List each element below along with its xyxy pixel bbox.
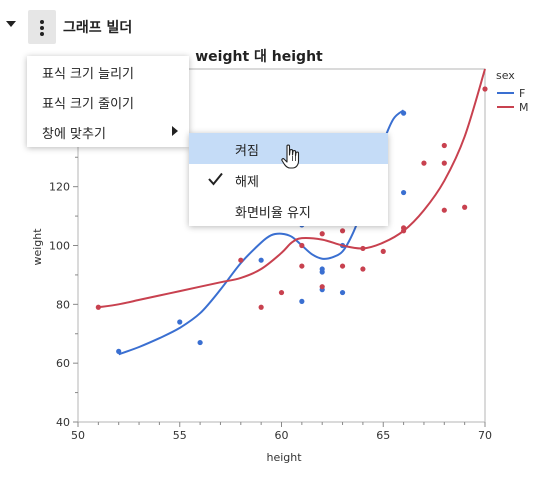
kebab-menu-icon [40, 20, 44, 24]
data-point[interactable] [462, 204, 468, 210]
menu-item-label: 표식 크기 줄이기 [42, 97, 134, 112]
x-tick-label: 55 [173, 429, 187, 442]
data-point[interactable] [258, 257, 264, 263]
data-point[interactable] [258, 304, 264, 310]
legend-label-m: M [519, 101, 529, 114]
data-point[interactable] [116, 348, 122, 354]
chart-title: weight 대 height [195, 49, 323, 65]
smoother-line-m [98, 68, 486, 309]
legend-title: sex [496, 69, 515, 82]
data-point[interactable] [401, 110, 407, 116]
data-point[interactable] [360, 266, 366, 272]
data-point[interactable] [421, 160, 427, 166]
x-tick-label: 70 [478, 429, 492, 442]
data-point[interactable] [299, 242, 305, 249]
data-point[interactable] [441, 142, 447, 149]
submenu-arrow-icon [172, 126, 178, 136]
legend-label-f: F [519, 87, 525, 100]
y-tick-label: 80 [56, 298, 70, 311]
data-point[interactable] [278, 289, 285, 296]
menu-item-label: 표식 크기 늘리기 [42, 67, 134, 82]
y-axis: 406080100120140 [49, 97, 78, 429]
menu-item-label: 창에 맞추기 [42, 127, 106, 142]
x-tick-label: 50 [71, 429, 85, 442]
data-point[interactable] [238, 257, 244, 263]
y-axis-label: weight [31, 228, 44, 266]
menu-item-increase-marker-size[interactable]: 표식 크기 늘리기 [27, 56, 189, 86]
kebab-menu-button[interactable] [28, 10, 56, 44]
submenu-item-keep-aspect-ratio[interactable]: 화면비율 유지 [189, 195, 388, 226]
y-tick-label: 60 [56, 357, 70, 370]
data-point[interactable] [380, 248, 386, 254]
data-point[interactable] [401, 189, 407, 196]
data-point[interactable] [339, 289, 346, 296]
data-point[interactable] [177, 319, 183, 325]
data-point[interactable] [299, 298, 305, 304]
y-tick-label: 100 [49, 240, 70, 253]
data-point[interactable] [299, 263, 305, 269]
x-axis-label: height [266, 451, 302, 464]
menu-item-decrease-marker-size[interactable]: 표식 크기 줄이기 [27, 86, 189, 116]
submenu-item-off[interactable]: 해제 [189, 164, 388, 195]
data-point[interactable] [339, 263, 346, 269]
x-axis: 50 55 60 65 70 [71, 422, 492, 442]
data-point[interactable] [197, 339, 203, 346]
data-point[interactable] [95, 304, 101, 310]
data-point[interactable] [319, 284, 325, 290]
triangle-down-icon[interactable] [6, 21, 16, 27]
submenu-item-label: 켜짐 [235, 144, 259, 159]
data-point[interactable] [360, 245, 366, 252]
x-tick-label: 65 [376, 429, 390, 442]
menu-item-fit-to-window[interactable]: 창에 맞추기 [27, 116, 189, 146]
data-point[interactable] [401, 228, 407, 234]
data-point[interactable] [319, 231, 325, 237]
kebab-menu-icon [40, 32, 44, 36]
data-point[interactable] [339, 228, 346, 234]
hand-cursor-icon [281, 144, 300, 169]
header-title: 그래프 빌더 [63, 20, 133, 36]
data-point[interactable] [441, 160, 447, 166]
context-menu: 표식 크기 늘리기 표식 크기 줄이기 창에 맞추기 [27, 56, 189, 147]
data-point[interactable] [319, 266, 325, 272]
data-point[interactable] [441, 207, 447, 213]
submenu-item-label: 해제 [235, 175, 259, 190]
y-tick-label: 120 [49, 181, 70, 194]
y-tick-label: 40 [56, 416, 70, 429]
legend: sex FM [496, 69, 529, 114]
data-point[interactable] [482, 86, 488, 92]
series-m [95, 68, 488, 310]
graph-builder-header: 그래프 빌더 [0, 10, 300, 44]
checkmark-icon [208, 172, 223, 186]
submenu-item-label: 화면비율 유지 [235, 206, 311, 221]
series-layer [95, 68, 488, 356]
kebab-menu-icon [40, 26, 44, 30]
x-tick-label: 60 [275, 429, 289, 442]
